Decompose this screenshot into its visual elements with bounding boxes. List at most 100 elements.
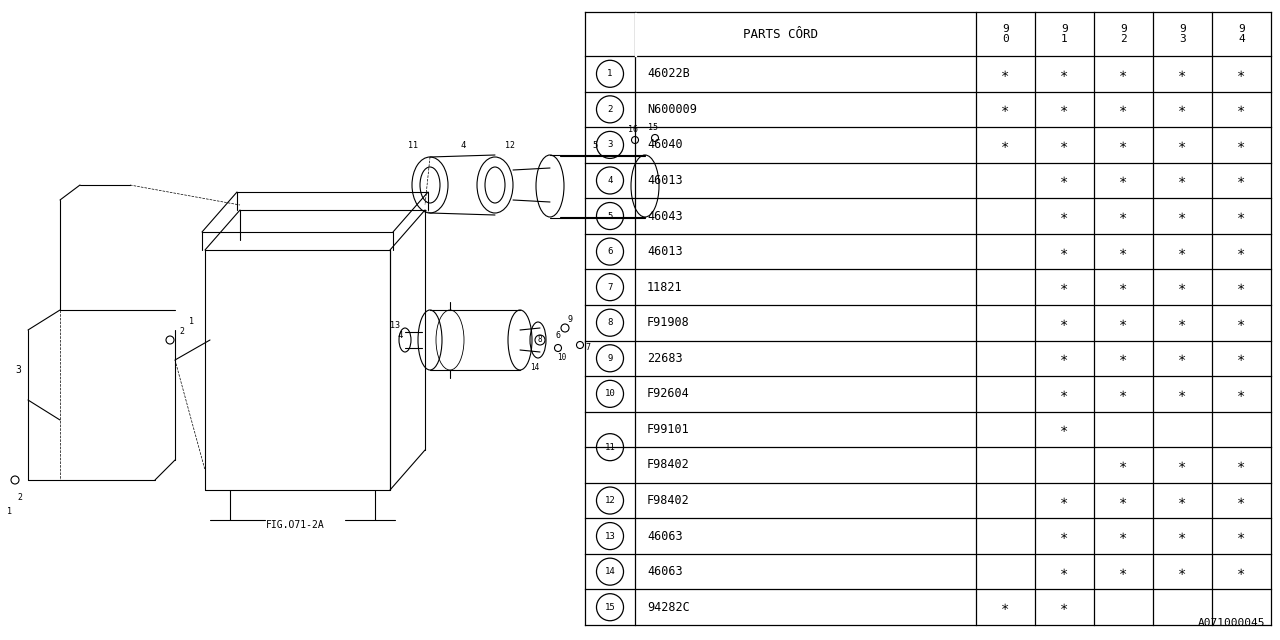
Text: ∗: ∗ bbox=[1119, 102, 1128, 116]
Text: 2: 2 bbox=[18, 493, 23, 502]
Text: ∗: ∗ bbox=[1060, 493, 1069, 508]
Text: N600009: N600009 bbox=[646, 103, 696, 116]
Text: 11: 11 bbox=[408, 141, 419, 150]
Text: 46013: 46013 bbox=[646, 174, 682, 187]
Text: 2: 2 bbox=[607, 105, 613, 114]
Text: ∗: ∗ bbox=[1060, 280, 1069, 294]
Text: ∗: ∗ bbox=[1179, 209, 1187, 223]
Text: F98402: F98402 bbox=[646, 458, 690, 472]
Text: 15: 15 bbox=[604, 603, 616, 612]
Text: F92604: F92604 bbox=[646, 387, 690, 401]
Text: ∗: ∗ bbox=[1001, 600, 1010, 614]
Text: ∗: ∗ bbox=[1119, 244, 1128, 259]
Text: ∗: ∗ bbox=[1060, 209, 1069, 223]
Text: 46040: 46040 bbox=[646, 138, 682, 152]
Text: ∗: ∗ bbox=[1060, 173, 1069, 188]
Text: ∗: ∗ bbox=[1001, 102, 1010, 116]
Text: ∗: ∗ bbox=[1179, 102, 1187, 116]
Text: 8: 8 bbox=[607, 318, 613, 327]
Text: 4: 4 bbox=[607, 176, 613, 185]
Text: 5: 5 bbox=[607, 212, 613, 221]
Text: ∗: ∗ bbox=[1238, 351, 1245, 365]
Text: ∗: ∗ bbox=[1119, 138, 1128, 152]
Text: F91908: F91908 bbox=[646, 316, 690, 329]
Text: ∗: ∗ bbox=[1060, 102, 1069, 116]
Text: ∗: ∗ bbox=[1179, 351, 1187, 365]
Text: ∗: ∗ bbox=[1179, 138, 1187, 152]
Text: ∗: ∗ bbox=[1060, 244, 1069, 259]
Text: 16: 16 bbox=[628, 125, 637, 134]
Text: 5: 5 bbox=[593, 141, 598, 150]
Text: 1: 1 bbox=[8, 508, 13, 516]
Text: 22683: 22683 bbox=[646, 352, 682, 365]
Text: ∗: ∗ bbox=[1179, 493, 1187, 508]
Text: A071000045: A071000045 bbox=[1198, 618, 1265, 628]
Text: 9: 9 bbox=[607, 354, 613, 363]
Text: ∗: ∗ bbox=[1238, 529, 1245, 543]
Text: F99101: F99101 bbox=[646, 423, 690, 436]
Text: ∗: ∗ bbox=[1179, 529, 1187, 543]
Text: 9: 9 bbox=[567, 316, 572, 324]
Text: ∗: ∗ bbox=[1238, 280, 1245, 294]
Text: 9
2: 9 2 bbox=[1120, 24, 1126, 44]
Text: ∗: ∗ bbox=[1238, 102, 1245, 116]
Text: ∗: ∗ bbox=[1179, 280, 1187, 294]
Text: ∗: ∗ bbox=[1238, 244, 1245, 259]
Text: 12: 12 bbox=[604, 496, 616, 505]
Text: ∗: ∗ bbox=[1119, 458, 1128, 472]
Text: ∗: ∗ bbox=[1179, 244, 1187, 259]
Text: ∗: ∗ bbox=[1119, 173, 1128, 188]
Text: ∗: ∗ bbox=[1119, 493, 1128, 508]
Text: F98402: F98402 bbox=[646, 494, 690, 507]
Text: 46043: 46043 bbox=[646, 209, 682, 223]
Text: ∗: ∗ bbox=[1238, 138, 1245, 152]
Text: ∗: ∗ bbox=[1179, 67, 1187, 81]
Text: ∗: ∗ bbox=[1238, 564, 1245, 579]
Text: 7: 7 bbox=[585, 344, 590, 353]
Text: 3: 3 bbox=[607, 140, 613, 149]
Text: ∗: ∗ bbox=[1179, 387, 1187, 401]
Text: ∗: ∗ bbox=[1060, 387, 1069, 401]
Text: ∗: ∗ bbox=[1238, 67, 1245, 81]
Text: 1: 1 bbox=[189, 317, 195, 326]
Text: ∗: ∗ bbox=[1119, 316, 1128, 330]
Text: 9
3: 9 3 bbox=[1179, 24, 1185, 44]
Text: ∗: ∗ bbox=[1238, 173, 1245, 188]
Text: ∗: ∗ bbox=[1179, 316, 1187, 330]
Text: ∗: ∗ bbox=[1060, 67, 1069, 81]
Text: PARTS CÔRD: PARTS CÔRD bbox=[742, 28, 818, 40]
Text: ∗: ∗ bbox=[1119, 67, 1128, 81]
Text: 6: 6 bbox=[556, 330, 561, 339]
Text: 46063: 46063 bbox=[646, 565, 682, 578]
Text: ∗: ∗ bbox=[1001, 67, 1010, 81]
Text: ∗: ∗ bbox=[1119, 564, 1128, 579]
Text: ∗: ∗ bbox=[1119, 351, 1128, 365]
Text: 13: 13 bbox=[390, 321, 399, 330]
Text: 8: 8 bbox=[538, 335, 543, 344]
Text: 46022B: 46022B bbox=[646, 67, 690, 80]
Text: 4: 4 bbox=[397, 330, 403, 339]
Text: ∗: ∗ bbox=[1179, 458, 1187, 472]
Text: ∗: ∗ bbox=[1119, 280, 1128, 294]
Text: ∗: ∗ bbox=[1238, 316, 1245, 330]
Text: ∗: ∗ bbox=[1179, 564, 1187, 579]
Text: 10: 10 bbox=[604, 389, 616, 398]
Text: 14: 14 bbox=[530, 364, 540, 372]
Text: ∗: ∗ bbox=[1001, 138, 1010, 152]
Text: ∗: ∗ bbox=[1238, 209, 1245, 223]
Text: ∗: ∗ bbox=[1238, 387, 1245, 401]
Text: 4: 4 bbox=[461, 141, 466, 150]
Text: 1: 1 bbox=[607, 69, 613, 78]
Text: 3: 3 bbox=[15, 365, 20, 375]
Text: 9
0: 9 0 bbox=[1002, 24, 1009, 44]
Text: 15: 15 bbox=[648, 124, 658, 132]
Text: ∗: ∗ bbox=[1060, 529, 1069, 543]
Text: ∗: ∗ bbox=[1119, 209, 1128, 223]
Text: 94282C: 94282C bbox=[646, 601, 690, 614]
Text: ∗: ∗ bbox=[1060, 351, 1069, 365]
Text: 2: 2 bbox=[179, 328, 184, 337]
Text: 12: 12 bbox=[506, 141, 515, 150]
Text: 10: 10 bbox=[557, 353, 567, 362]
Text: ∗: ∗ bbox=[1179, 173, 1187, 188]
Text: 11821: 11821 bbox=[646, 281, 682, 294]
